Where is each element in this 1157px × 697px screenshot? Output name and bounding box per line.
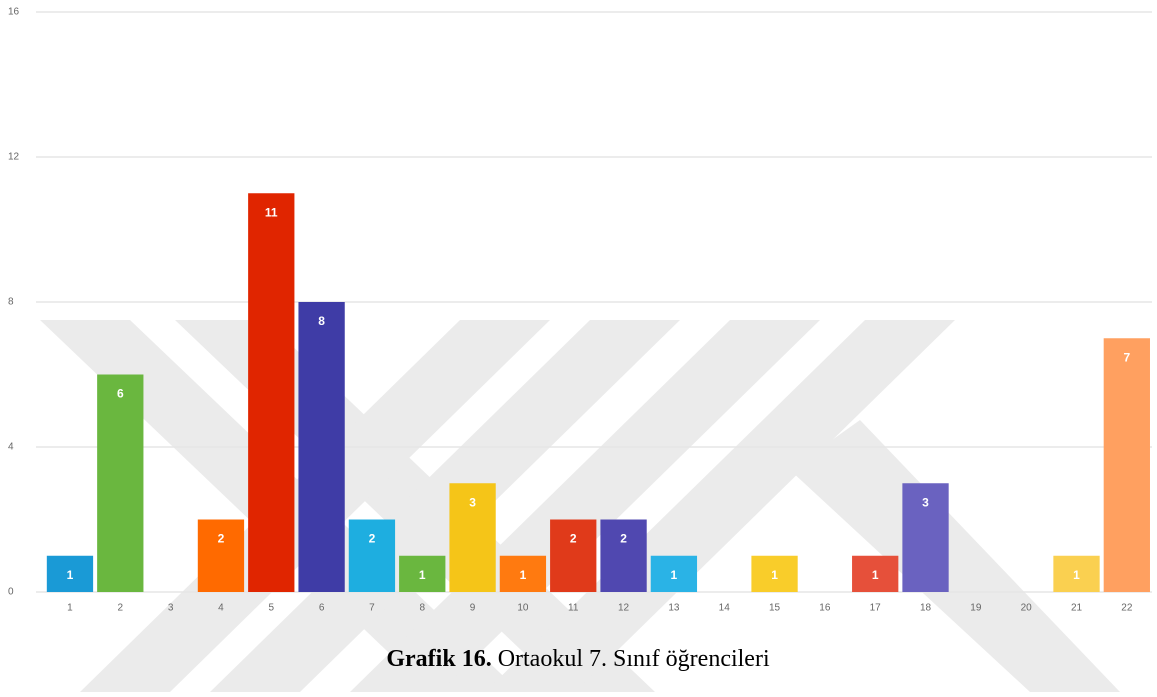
x-tick-label: 5 [268, 603, 274, 614]
x-tick-label: 20 [1021, 603, 1033, 614]
bar [650, 555, 698, 592]
caption-text: Ortaokul 7. Sınıf öğrencileri [498, 646, 770, 672]
value-label: 11 [265, 205, 278, 219]
x-tick-label: 10 [517, 603, 529, 614]
bar [348, 519, 396, 592]
bar [600, 519, 647, 592]
bar [298, 302, 345, 592]
caption: Grafik 16. Ortaokul 7. Sınıf öğrencileri [386, 646, 770, 672]
value-label: 1 [520, 568, 527, 582]
value-label: 7 [1123, 350, 1130, 364]
value-label: 2 [620, 532, 627, 546]
x-tick-label: 6 [319, 603, 325, 614]
bar [852, 555, 899, 592]
caption-label: Grafik 16. [386, 646, 491, 672]
y-tick-label: 0 [8, 587, 14, 598]
x-tick-label: 12 [618, 603, 630, 614]
x-tick-label: 7 [369, 603, 375, 614]
x-tick-label: 2 [118, 603, 124, 614]
bar [197, 519, 245, 592]
x-tick-label: 3 [168, 603, 174, 614]
x-tick-label: 16 [819, 603, 831, 614]
x-tick-label: 9 [470, 603, 476, 614]
x-tick-label: 14 [719, 603, 731, 614]
x-tick-label: 19 [970, 603, 982, 614]
x-tick-label: 17 [870, 603, 882, 614]
value-label: 2 [369, 532, 376, 546]
x-tick-label: 22 [1121, 603, 1133, 614]
value-label: 1 [67, 568, 74, 582]
x-tick-label: 8 [419, 603, 425, 614]
y-tick-label: 8 [8, 297, 14, 308]
x-tick-label: 15 [769, 603, 781, 614]
bar [399, 555, 446, 592]
value-label: 2 [570, 532, 577, 546]
value-label: 1 [872, 568, 879, 582]
value-label: 1 [771, 568, 778, 582]
x-tick-label: 11 [568, 603, 579, 614]
bar [449, 483, 496, 592]
bar [248, 193, 295, 592]
bar [46, 555, 94, 592]
x-tick-label: 1 [67, 603, 73, 614]
y-tick-label: 16 [8, 7, 20, 18]
watermark [40, 320, 1120, 692]
value-label: 2 [218, 532, 225, 546]
bar [902, 483, 949, 592]
bar [499, 555, 547, 592]
bar [1103, 338, 1150, 592]
x-tick-label: 21 [1071, 603, 1083, 614]
value-label: 3 [469, 495, 476, 509]
value-label: 6 [117, 387, 124, 401]
value-label: 3 [922, 495, 929, 509]
value-label: 8 [318, 314, 325, 328]
x-tick-label: 13 [668, 603, 680, 614]
value-label: 1 [671, 568, 678, 582]
bar [97, 374, 144, 592]
x-tick-label: 18 [920, 603, 932, 614]
bar [1053, 555, 1100, 592]
value-label: 1 [1073, 568, 1080, 582]
bar [751, 555, 798, 592]
bar [550, 519, 597, 592]
value-label: 1 [419, 568, 426, 582]
y-tick-label: 4 [8, 442, 14, 453]
x-tick-label: 4 [218, 603, 224, 614]
y-tick-label: 12 [8, 152, 20, 163]
